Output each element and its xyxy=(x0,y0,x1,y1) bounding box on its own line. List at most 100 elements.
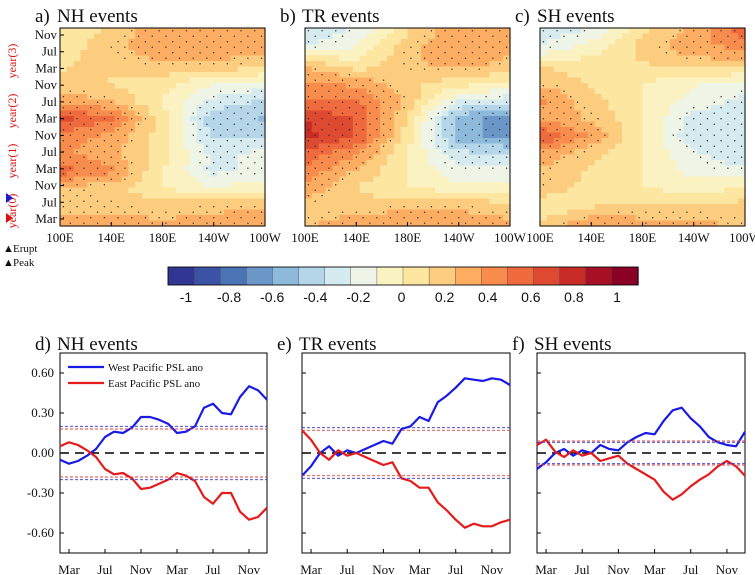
heatmap-cell xyxy=(60,66,68,73)
heatmap-cell xyxy=(587,33,596,40)
significance-dot xyxy=(192,222,194,224)
significance-dot xyxy=(369,101,371,103)
heatmap-cell xyxy=(546,198,555,205)
significance-dot xyxy=(328,178,330,180)
heatmap-cell xyxy=(305,88,313,95)
heatmap-cell xyxy=(183,66,191,73)
heatmap-cell xyxy=(387,121,395,128)
heatmap-cell xyxy=(244,204,252,211)
significance-dot xyxy=(328,156,330,158)
heatmap-cell xyxy=(87,154,95,161)
heatmap-cell xyxy=(489,88,497,95)
heatmap-cell xyxy=(601,171,609,178)
significance-dot xyxy=(478,101,480,103)
heatmap-cell xyxy=(428,94,436,101)
significance-dot xyxy=(713,112,715,114)
heatmap-cell xyxy=(387,39,395,46)
heatmap-cell xyxy=(455,209,463,216)
heatmap-cell xyxy=(359,171,368,178)
y-tick-label: Nov xyxy=(35,178,58,193)
significance-dot xyxy=(90,206,92,208)
significance-dot xyxy=(382,123,385,125)
significance-dot xyxy=(576,112,579,114)
significance-dot xyxy=(542,30,545,32)
heatmap-cell xyxy=(407,198,415,205)
heatmap-cell xyxy=(332,88,340,95)
east-pacific-line xyxy=(536,438,746,501)
significance-dot xyxy=(151,35,153,37)
heatmap-cell xyxy=(489,127,497,134)
heatmap-cell xyxy=(724,72,732,79)
heatmap-cell xyxy=(60,198,68,205)
heatmap-cell xyxy=(183,44,191,51)
heatmap-cell xyxy=(311,94,320,101)
x-tick-label: 140E xyxy=(578,230,606,245)
significance-dot xyxy=(328,90,330,92)
heatmap-cell xyxy=(482,187,491,194)
heatmap-cell xyxy=(373,182,381,189)
significance-dot xyxy=(213,41,215,43)
heatmap-cell xyxy=(669,55,678,62)
heatmap-cell xyxy=(482,33,491,40)
heatmap-cell xyxy=(251,88,259,95)
significance-dot xyxy=(444,63,446,65)
significance-dot xyxy=(611,217,613,219)
significance-dot xyxy=(321,162,323,164)
heatmap-cell xyxy=(608,160,616,167)
significance-dot xyxy=(699,123,702,125)
heatmap-cell xyxy=(642,61,650,68)
heatmap-cell xyxy=(649,99,657,106)
heatmap-cell xyxy=(496,165,504,172)
heatmap-cell xyxy=(73,132,82,139)
significance-dot xyxy=(110,112,112,114)
heatmap-cell xyxy=(258,83,266,90)
heatmap-cell xyxy=(724,160,732,167)
heatmap-cell xyxy=(635,99,644,106)
significance-dot xyxy=(444,52,446,54)
heatmap-cell xyxy=(359,198,368,205)
heatmap-cell xyxy=(414,154,422,161)
heatmap-cell xyxy=(121,83,129,90)
heatmap-cell xyxy=(738,39,746,46)
heatmap-cell xyxy=(189,88,198,95)
heatmap-cell xyxy=(352,116,361,123)
heatmap-cell xyxy=(608,171,616,178)
significance-dot xyxy=(247,90,249,92)
heatmap-cell xyxy=(380,215,388,222)
heatmap-cell xyxy=(121,187,129,194)
significance-dot xyxy=(686,123,688,125)
heatmap-cell xyxy=(690,171,698,178)
heatmap-cell xyxy=(663,121,671,128)
heatmap-cell xyxy=(66,33,75,40)
heatmap-cell xyxy=(251,187,259,194)
heatmap-cell xyxy=(346,193,354,200)
significance-dot xyxy=(658,222,661,224)
significance-dot xyxy=(341,123,344,125)
significance-dot xyxy=(679,30,681,32)
heatmap-cell xyxy=(407,143,415,150)
heatmap-cell xyxy=(434,99,443,106)
significance-dot xyxy=(713,101,715,103)
heatmap-cell xyxy=(553,44,562,51)
heatmap-cell xyxy=(462,149,470,156)
heatmap-cell xyxy=(414,44,422,51)
heatmap-cell xyxy=(710,105,719,112)
heatmap-cell xyxy=(448,176,456,183)
heatmap-cell xyxy=(441,165,450,172)
heatmap-cell xyxy=(503,83,511,90)
heatmap-cell xyxy=(581,187,589,194)
significance-dot xyxy=(505,112,508,114)
significance-dot xyxy=(199,52,201,54)
heatmap-cell xyxy=(407,72,415,79)
heatmap-cell xyxy=(230,72,239,79)
colorbar-swatch xyxy=(272,266,300,286)
heatmap-cell xyxy=(717,154,726,161)
heatmap-cell xyxy=(107,182,116,189)
heatmap-cell xyxy=(683,77,691,84)
heatmap-cell xyxy=(237,182,246,189)
heatmap-cell xyxy=(455,94,463,101)
heatmap-cell xyxy=(628,187,637,194)
significance-dot xyxy=(124,134,126,136)
heatmap-cell xyxy=(428,154,436,161)
heatmap-cell xyxy=(731,33,739,40)
